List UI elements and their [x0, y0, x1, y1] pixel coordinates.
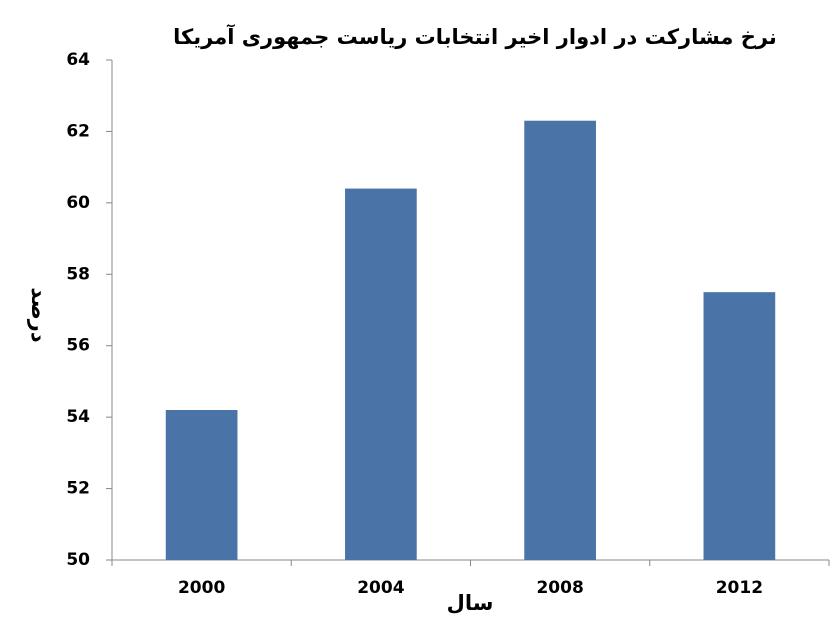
x-tick-label: 2012 [716, 578, 763, 598]
x-tick-label: 2004 [357, 578, 404, 598]
y-tick-label: 62 [66, 121, 90, 141]
bar [524, 120, 596, 560]
y-axis-label: درصد [27, 287, 51, 343]
y-tick-label: 64 [66, 50, 90, 70]
y-tick-label: 54 [66, 407, 90, 427]
y-tick-label: 60 [66, 193, 90, 213]
bar [165, 410, 238, 560]
bar [345, 188, 417, 561]
x-tick-label: 2000 [178, 578, 225, 598]
y-tick-label: 58 [66, 264, 90, 284]
x-tick-label: 2008 [536, 578, 583, 598]
y-tick-label: 56 [66, 336, 90, 356]
y-tick-label: 50 [66, 550, 90, 570]
y-tick-label: 52 [66, 479, 90, 499]
chart-title: نرخ مشارکت در ادوار اخیر انتخابات ریاست … [173, 24, 777, 49]
bar [703, 292, 776, 560]
x-axis-label: سال [447, 591, 494, 615]
